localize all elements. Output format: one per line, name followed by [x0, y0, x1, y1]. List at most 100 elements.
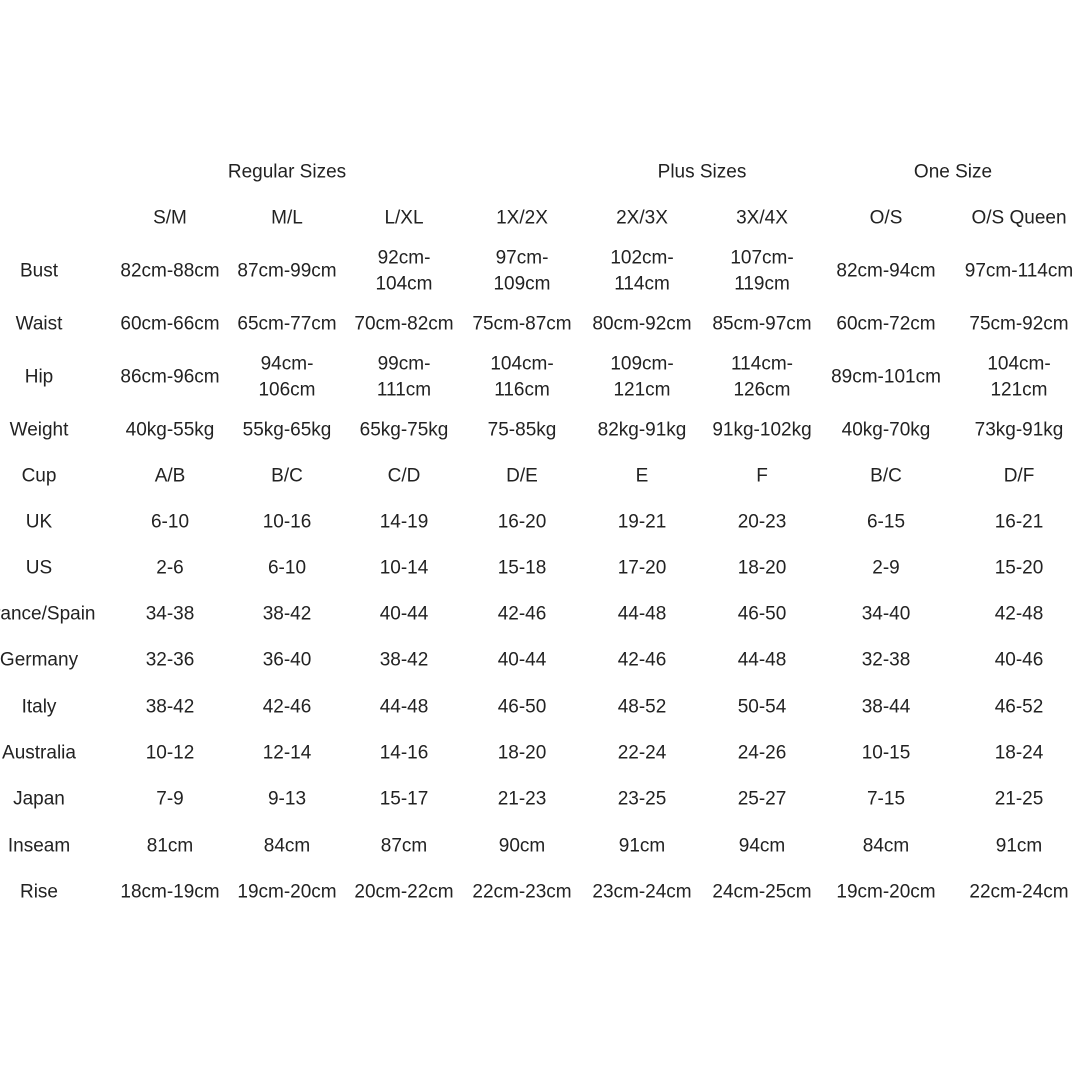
cell: 15-20 [994, 557, 1044, 579]
cell-line: 119cm [734, 273, 790, 295]
cell: 38-42 [262, 603, 312, 625]
cell-line: 121cm [613, 379, 671, 401]
cell: 75cm-87cm [472, 313, 572, 335]
cell: 12-14 [262, 742, 312, 764]
group-header: Regular Sizes [227, 161, 347, 183]
cell: 7-15 [866, 788, 906, 810]
row-label: US [25, 557, 53, 579]
cell: B/C [271, 465, 303, 487]
cell: 19-21 [617, 511, 667, 533]
row-label: Italy [21, 696, 57, 718]
cell: 75cm-92cm [969, 313, 1069, 335]
cell: F [756, 465, 768, 487]
cell: 42-46 [617, 649, 667, 671]
cell: 25-27 [737, 788, 787, 810]
cell: 46-50 [497, 696, 547, 718]
cell: 14-16 [379, 742, 429, 764]
row-label: Weight [9, 419, 69, 441]
cell: E [635, 465, 649, 487]
cell-line: 109cm- [610, 353, 674, 375]
cell: 17-20 [617, 557, 667, 579]
cell: 22cm-24cm [969, 881, 1069, 903]
cell: 18-20 [497, 742, 547, 764]
cell: 97cm-114cm [964, 260, 1074, 282]
cell: 16-21 [994, 511, 1044, 533]
cell: A/B [154, 465, 186, 487]
cell: 20cm-22cm [354, 881, 454, 903]
cell: 87cm [380, 835, 428, 857]
cell: 38-44 [861, 696, 911, 718]
cell-line: 102cm- [610, 247, 674, 269]
cell: 90cm [498, 835, 546, 857]
cell: 10-15 [861, 742, 911, 764]
cell: 24cm-25cm [712, 881, 812, 903]
row-label: Bust [19, 260, 59, 282]
cell-line: 107cm- [730, 247, 794, 269]
cell: 9-13 [267, 788, 307, 810]
column-header: 3X/4X [736, 207, 788, 229]
cell: 42-48 [994, 603, 1044, 625]
cell: 40kg-55kg [125, 419, 215, 441]
cell: 15-17 [379, 788, 429, 810]
row-label: Japan [13, 788, 65, 810]
cell-line: 109cm [493, 273, 551, 295]
cell: 65cm-77cm [237, 313, 337, 335]
cell-line: 104cm [375, 273, 433, 295]
cell: 40-46 [994, 649, 1044, 671]
cell: 42-46 [497, 603, 547, 625]
cell: 10-16 [262, 511, 312, 533]
cell: 55kg-65kg [242, 419, 332, 441]
cell: 15-18 [497, 557, 547, 579]
row-label: Inseam [7, 835, 71, 857]
cell-line: 126cm [733, 379, 791, 401]
cell: 84cm [263, 835, 311, 857]
cell: 18-24 [994, 742, 1044, 764]
cell: 16-20 [497, 511, 547, 533]
cell-line: 94cm- [260, 353, 314, 375]
cell: 40-44 [497, 649, 547, 671]
cell: 32-36 [145, 649, 195, 671]
cell: 2-6 [156, 557, 184, 579]
cell: 2-9 [872, 557, 900, 579]
cell: 38-42 [379, 649, 429, 671]
row-label: Australia [2, 742, 76, 764]
cell: 60cm-66cm [120, 313, 220, 335]
cell: 50-54 [737, 696, 787, 718]
cell-line: 92cm- [377, 247, 431, 269]
row-label: Cup [21, 465, 57, 487]
row-label: Germany [0, 649, 79, 671]
cell: 75-85kg [487, 419, 557, 441]
cell: 18cm-19cm [120, 881, 220, 903]
cell: 60cm-72cm [836, 313, 936, 335]
cell: B/C [870, 465, 902, 487]
column-header: M/L [271, 207, 303, 229]
cell: 86cm-96cm [120, 366, 220, 388]
cell: 80cm-92cm [592, 313, 692, 335]
cell: 44-48 [379, 696, 429, 718]
row-label: France/Spain [0, 603, 96, 625]
group-header: Plus Sizes [657, 161, 747, 183]
cell: 21-25 [994, 788, 1044, 810]
cell: 22cm-23cm [472, 881, 572, 903]
cell: 42-46 [262, 696, 312, 718]
row-label: Rise [19, 881, 59, 903]
cell-line: 121cm [990, 379, 1048, 401]
cell-line: 99cm- [377, 353, 431, 375]
column-header: S/M [153, 207, 187, 229]
cell: 73kg-91kg [974, 419, 1064, 441]
cell: 85cm-97cm [712, 313, 812, 335]
cell: 34-40 [861, 603, 911, 625]
cell: 7-9 [156, 788, 184, 810]
cell: 23cm-24cm [592, 881, 692, 903]
cell: C/D [387, 465, 421, 487]
cell: 32-38 [861, 649, 911, 671]
cell: 38-42 [145, 696, 195, 718]
cell: 40-44 [379, 603, 429, 625]
cell: 34-38 [145, 603, 195, 625]
cell-line: 106cm [258, 379, 316, 401]
column-header: 1X/2X [496, 207, 548, 229]
cell: 18-20 [737, 557, 787, 579]
cell: 6-10 [150, 511, 190, 533]
cell: 65kg-75kg [359, 419, 449, 441]
